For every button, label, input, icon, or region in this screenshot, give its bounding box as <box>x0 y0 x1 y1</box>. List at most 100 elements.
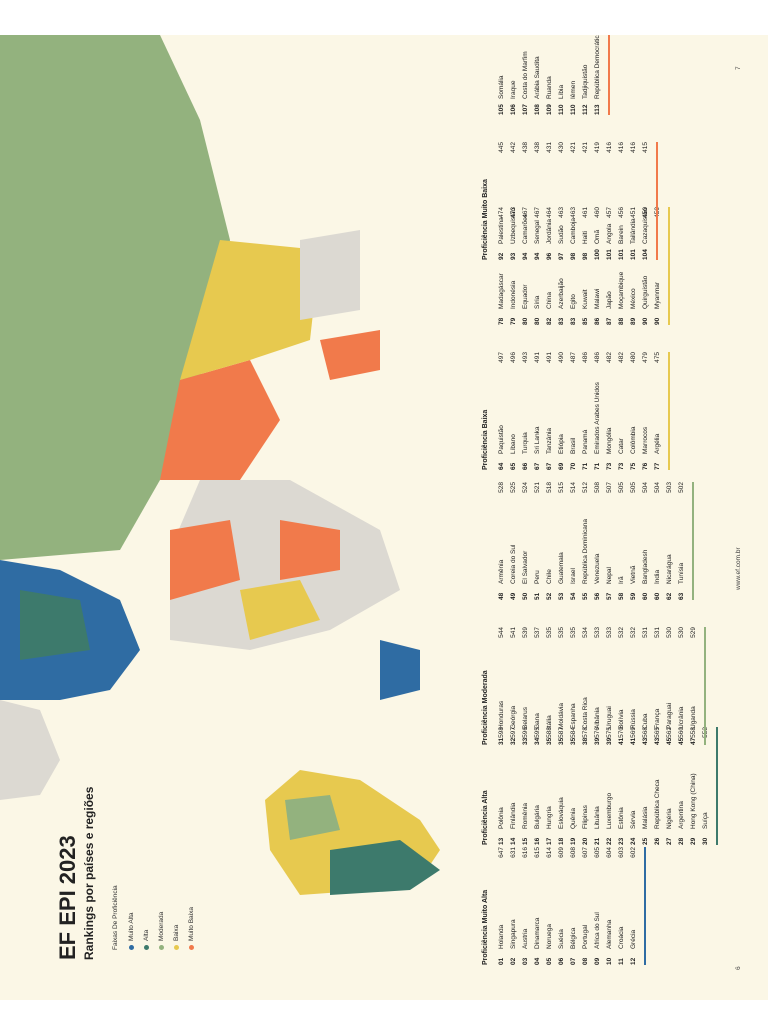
ranking-row: 64 Paquistão 497 <box>498 352 510 470</box>
country: Itália <box>546 715 553 729</box>
country: Sudão <box>558 225 565 244</box>
title: EF EPI 2023 <box>55 835 80 960</box>
rank: 26 <box>654 837 661 845</box>
score: 508 <box>594 482 601 493</box>
legend-swatch <box>174 945 179 950</box>
country: Bolívia <box>618 709 625 729</box>
rank: 45 <box>678 737 685 745</box>
country: El Salvador <box>522 550 529 584</box>
score: 415 <box>642 142 649 153</box>
rank: 105 <box>498 104 505 115</box>
rank: 71 <box>582 462 589 470</box>
central-asia <box>160 360 280 480</box>
ranking-row: 58 Irã 505 <box>618 482 630 600</box>
rank: 106 <box>510 104 517 115</box>
legend-item: Muito Alta <box>128 912 135 950</box>
country: Honduras <box>498 700 505 729</box>
rank: 107 <box>522 104 529 115</box>
country: Iraque <box>510 80 517 99</box>
country: Venezuela <box>594 553 601 584</box>
ranking-row: 47 Uganda 529 <box>690 627 702 745</box>
score: 537 <box>534 627 541 638</box>
rank: 73 <box>618 462 625 470</box>
country: Peru <box>534 570 541 584</box>
country: Eslováquia <box>558 797 565 829</box>
rank: 13 <box>498 837 505 845</box>
country: Malásia <box>642 806 649 829</box>
country: Nepal <box>606 567 613 584</box>
score: 421 <box>582 142 589 153</box>
score: 482 <box>606 352 613 363</box>
rank: 98 <box>570 252 577 260</box>
ranking-row: 100 Omã 419 <box>594 142 606 260</box>
rank: 19 <box>570 837 577 845</box>
country: Somália <box>498 75 505 99</box>
legend-label: Muito Baixa <box>188 907 195 941</box>
page-number: 7 <box>735 66 742 70</box>
country: Turquia <box>522 432 529 454</box>
ranking-row: 98 Camboja 421 <box>570 142 582 260</box>
country: Paraguai <box>666 702 673 729</box>
rank: 32 <box>510 737 517 745</box>
group-rule <box>608 35 610 115</box>
rank: 35 <box>570 737 577 745</box>
group-rule <box>668 207 670 325</box>
country: Haiti <box>582 230 589 244</box>
rank: 54 <box>570 592 577 600</box>
country: Armênia <box>498 559 505 584</box>
country: Marrocos <box>642 426 649 454</box>
country: Dinamarca <box>534 917 541 949</box>
score: 438 <box>522 142 529 153</box>
rank: 56 <box>594 592 601 600</box>
score: 416 <box>630 142 637 153</box>
rank: 35 <box>558 737 565 745</box>
rank: 11 <box>618 958 625 965</box>
ranking-row: 41 Rússia 532 <box>630 627 642 745</box>
rank: 83 <box>558 317 565 325</box>
country: Jordânia <box>546 219 553 244</box>
rank: 22 <box>606 837 613 845</box>
rank: 28 <box>678 837 685 845</box>
score: 521 <box>534 482 541 493</box>
score: 505 <box>618 482 625 493</box>
rank: 98 <box>582 252 589 260</box>
rank: 96 <box>546 252 553 260</box>
ranking-row: 59 Vietnã 505 <box>630 482 642 600</box>
ranking-row: 94 Senegal 438 <box>534 142 546 260</box>
ranking-row: 39 Uruguai 533 <box>606 627 618 745</box>
rank: 75 <box>630 462 637 470</box>
rank: 27 <box>666 837 673 845</box>
group-title: Proficiência Muito Alta <box>482 889 489 965</box>
score: 603 <box>618 847 625 858</box>
rank: 25 <box>642 837 649 845</box>
rank: 78 <box>498 317 505 325</box>
rank: 69 <box>558 462 565 470</box>
score: 419 <box>594 142 601 153</box>
score: 491 <box>534 352 541 363</box>
rank: 07 <box>570 957 577 965</box>
group-rule <box>692 482 694 600</box>
country: Filipinas <box>582 805 589 829</box>
country: Nigéria <box>666 808 673 829</box>
ranking-row: 101 Angola 416 <box>606 142 618 260</box>
score: 533 <box>606 627 613 638</box>
legend-label: Alta <box>143 929 150 941</box>
score: 518 <box>546 482 553 493</box>
score: 531 <box>642 627 649 638</box>
ranking-row: 65 Líbano 496 <box>510 352 522 470</box>
ranking-row: 45 Ucrânia 530 <box>678 627 690 745</box>
country: Ruanda <box>546 76 553 99</box>
ranking-row: 101 Barein 416 <box>618 142 630 260</box>
score: 416 <box>606 142 613 153</box>
country: Noruega <box>546 924 553 949</box>
score: 480 <box>630 352 637 363</box>
ranking-row: 69 Etiópia 490 <box>558 352 570 470</box>
group-title: Proficiência Moderada <box>482 670 489 745</box>
score: 530 <box>666 627 673 638</box>
score: 512 <box>582 482 589 493</box>
country: Áustria <box>522 928 529 949</box>
country: Rússia <box>630 709 637 729</box>
score: 479 <box>642 352 649 363</box>
country: Mongólia <box>606 427 613 454</box>
north-america <box>0 700 60 800</box>
